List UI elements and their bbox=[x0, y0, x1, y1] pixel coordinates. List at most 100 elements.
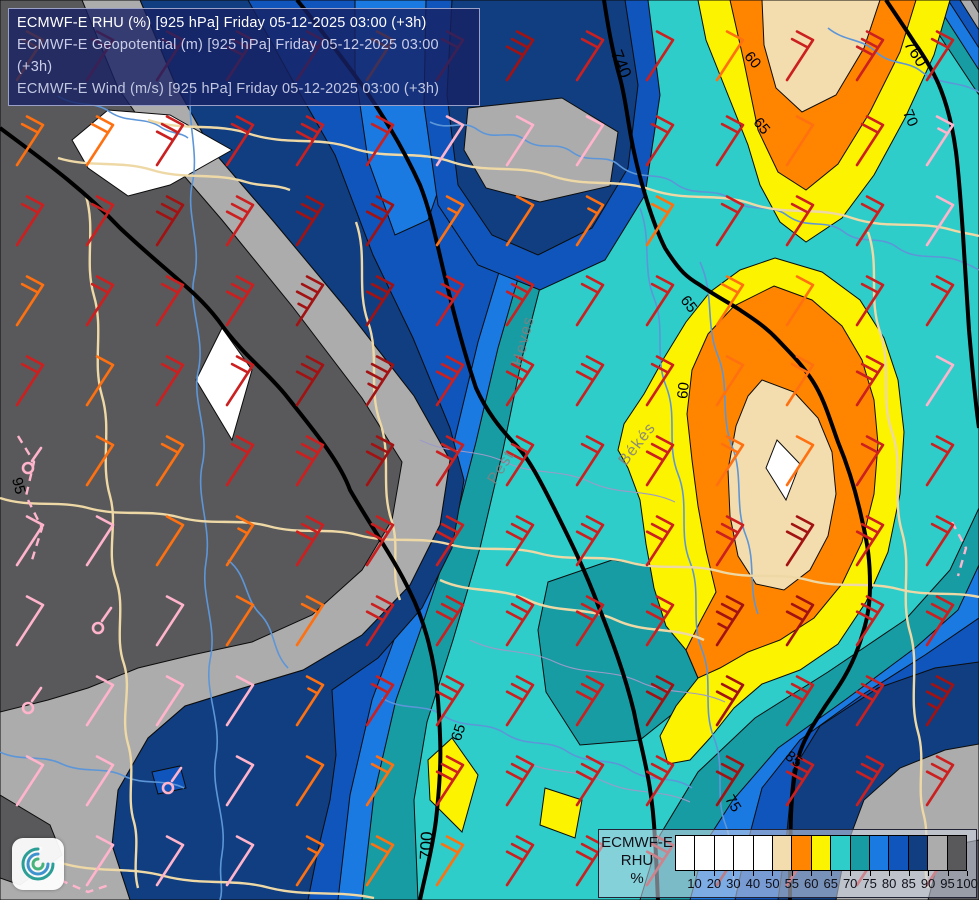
river-east bbox=[699, 261, 759, 615]
river-tisza bbox=[639, 207, 737, 891]
wind-barb bbox=[295, 595, 325, 647]
wind-barb bbox=[225, 515, 255, 567]
wind-barb bbox=[85, 755, 115, 807]
legend-tick-label: 20 bbox=[706, 876, 722, 891]
admin-border bbox=[419, 439, 676, 503]
legend-tick-label: 10 bbox=[687, 876, 702, 891]
wind-barb bbox=[855, 675, 885, 727]
wind-barb bbox=[575, 115, 605, 167]
wind-barb bbox=[365, 515, 395, 567]
wind-barb bbox=[925, 115, 955, 167]
wind-barb bbox=[715, 275, 745, 327]
legend-tick bbox=[928, 871, 930, 876]
wind-barb bbox=[435, 435, 465, 487]
legend-tick-label: 75 bbox=[862, 876, 877, 891]
legend-tick-label: 40 bbox=[745, 876, 761, 891]
wind-barb bbox=[505, 355, 535, 407]
wind-barb bbox=[645, 435, 675, 487]
wind-barb bbox=[575, 435, 605, 487]
rhu-region-dry-patch-3 bbox=[765, 439, 801, 502]
wind-barb bbox=[295, 275, 325, 327]
county-border bbox=[0, 496, 979, 599]
wind-barb bbox=[435, 595, 465, 647]
wind-barb bbox=[575, 195, 605, 247]
legend-swatch bbox=[734, 836, 754, 870]
wind-barb bbox=[925, 275, 955, 327]
contour-label: 65 bbox=[677, 292, 701, 316]
legend-tick-label: 90 bbox=[920, 876, 936, 891]
wind-barb bbox=[85, 515, 115, 567]
legend-tick bbox=[869, 871, 871, 876]
wind-barb bbox=[21, 446, 43, 475]
wind-barb bbox=[645, 30, 675, 82]
wind-barb bbox=[155, 515, 185, 567]
wind-barb bbox=[855, 30, 885, 82]
wind-barb bbox=[295, 435, 325, 487]
wind-barb bbox=[925, 435, 955, 487]
wind-barb bbox=[435, 515, 465, 567]
wind-barb bbox=[155, 595, 185, 647]
legend-tick-label: 55 bbox=[784, 876, 800, 891]
legend-tick-label: 100 bbox=[956, 876, 978, 891]
wind-barb bbox=[295, 675, 325, 727]
legend-tick bbox=[772, 871, 774, 876]
wind-barb bbox=[365, 355, 395, 407]
wind-barb bbox=[925, 675, 955, 727]
legend-tick bbox=[889, 871, 891, 876]
legend-swatch bbox=[811, 836, 832, 870]
title-line-geopotential: ECMWF-E Geopotential (m) [925 hPa] Frida… bbox=[17, 37, 439, 75]
wind-barb bbox=[785, 355, 815, 407]
wind-barb bbox=[225, 595, 255, 647]
legend-tick-label: 85 bbox=[901, 876, 916, 891]
legend-tick bbox=[694, 871, 696, 876]
wind-barb bbox=[505, 515, 535, 567]
legend-model-name: ECMWF-E bbox=[601, 834, 673, 851]
provider-logo bbox=[12, 838, 64, 890]
colorbar-legend: ECMWF-E RHU % 10 20 30 40 50 55 60 65 70 75 80 85 90… bbox=[598, 829, 978, 898]
legend-tick bbox=[967, 871, 968, 876]
legend-swatch bbox=[831, 836, 851, 870]
wind-barb bbox=[15, 515, 45, 567]
admin-border bbox=[519, 759, 691, 803]
wind-barb bbox=[785, 595, 815, 647]
wind-barb bbox=[85, 195, 115, 247]
map-title-overlay: ECMWF-E RHU (%) [925 hPa] Friday 05-12-2… bbox=[8, 8, 480, 106]
wind-barb bbox=[645, 755, 675, 807]
wind-barb bbox=[365, 195, 395, 247]
admin-borders-layer bbox=[419, 439, 726, 803]
wind-barb bbox=[715, 30, 745, 82]
wind-barb bbox=[85, 355, 115, 407]
legend-swatch bbox=[908, 836, 929, 870]
wind-barb bbox=[785, 515, 815, 567]
wind-barb bbox=[715, 755, 745, 807]
wind-barb bbox=[505, 835, 535, 887]
geopotential-contour-760 bbox=[884, 0, 979, 429]
wind-barb bbox=[21, 686, 43, 715]
wind-barb bbox=[645, 275, 675, 327]
wind-barb bbox=[225, 755, 255, 807]
geopotential-contour-700 bbox=[0, 126, 443, 900]
title-line-wind: ECMWF-E Wind (m/s) [925 hPa] Friday 05-1… bbox=[17, 81, 440, 97]
wind-barb bbox=[435, 835, 465, 887]
wind-barb bbox=[505, 195, 535, 247]
contour-label: 60 bbox=[674, 381, 693, 399]
legend-tick-label: 70 bbox=[842, 876, 858, 891]
county-border bbox=[866, 231, 930, 889]
wind-barb bbox=[715, 195, 745, 247]
wind-barb bbox=[715, 595, 745, 647]
legend-tick bbox=[752, 871, 754, 876]
legend-swatch bbox=[773, 836, 793, 870]
wind-barb bbox=[575, 30, 605, 82]
wind-barb bbox=[365, 595, 395, 647]
wind-barb bbox=[85, 675, 115, 727]
wind-barb bbox=[855, 115, 885, 167]
wind-barb bbox=[435, 755, 465, 807]
legend-swatch-row bbox=[675, 835, 967, 871]
wind-barb bbox=[365, 755, 395, 807]
country-border bbox=[950, 521, 968, 577]
wind-barb bbox=[15, 595, 45, 647]
wind-barb bbox=[295, 835, 325, 887]
legend-tick bbox=[850, 871, 852, 876]
